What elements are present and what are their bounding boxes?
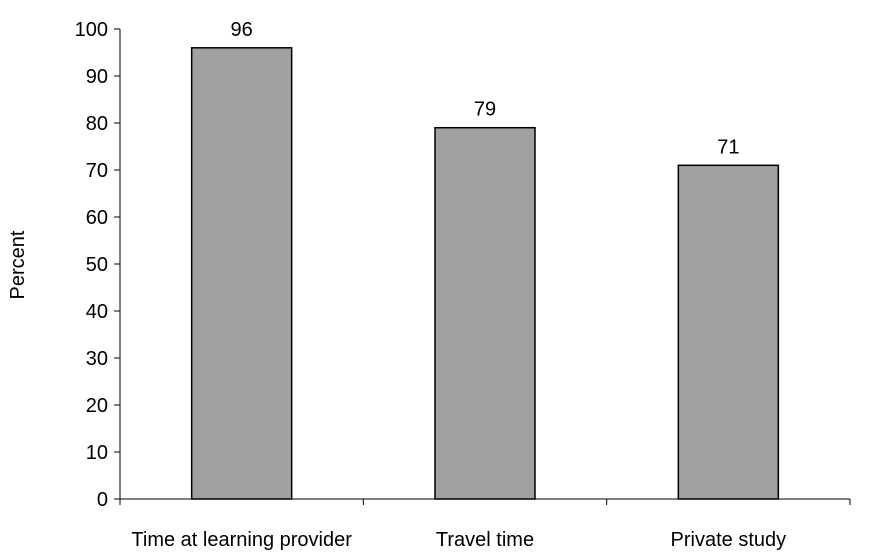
bar [434,126,536,500]
bar-value-label: 71 [717,136,739,158]
y-tick-label: 70 [86,160,108,182]
bar-value-label: 96 [231,19,253,41]
y-tick-label: 30 [86,348,108,370]
data-labels: 96 79 71 [231,19,740,159]
y-tick-label: 40 [86,301,108,323]
y-tick-label: 80 [86,113,108,135]
y-axis-title: Percent [7,230,29,299]
y-tick-label: 90 [86,66,108,88]
y-tick-label: 10 [86,442,108,464]
x-category-label: Time at learning provider [131,529,352,551]
bar-value-label: 79 [474,99,496,121]
bar [677,164,780,500]
y-tick-label: 100 [75,19,108,41]
x-category-label: Travel time [436,529,534,551]
bar [190,47,293,500]
y-tick-label: 0 [97,489,108,511]
y-axis: 0 10 20 30 40 50 60 70 80 90 100 [75,19,121,511]
bars [190,47,780,500]
y-tick-label: 60 [86,207,108,229]
y-tick-label: 50 [86,254,108,276]
x-category-label: Private study [671,529,787,551]
y-tick-label: 20 [86,395,108,417]
x-axis: Time at learning provider Travel time Priv… [119,498,851,551]
